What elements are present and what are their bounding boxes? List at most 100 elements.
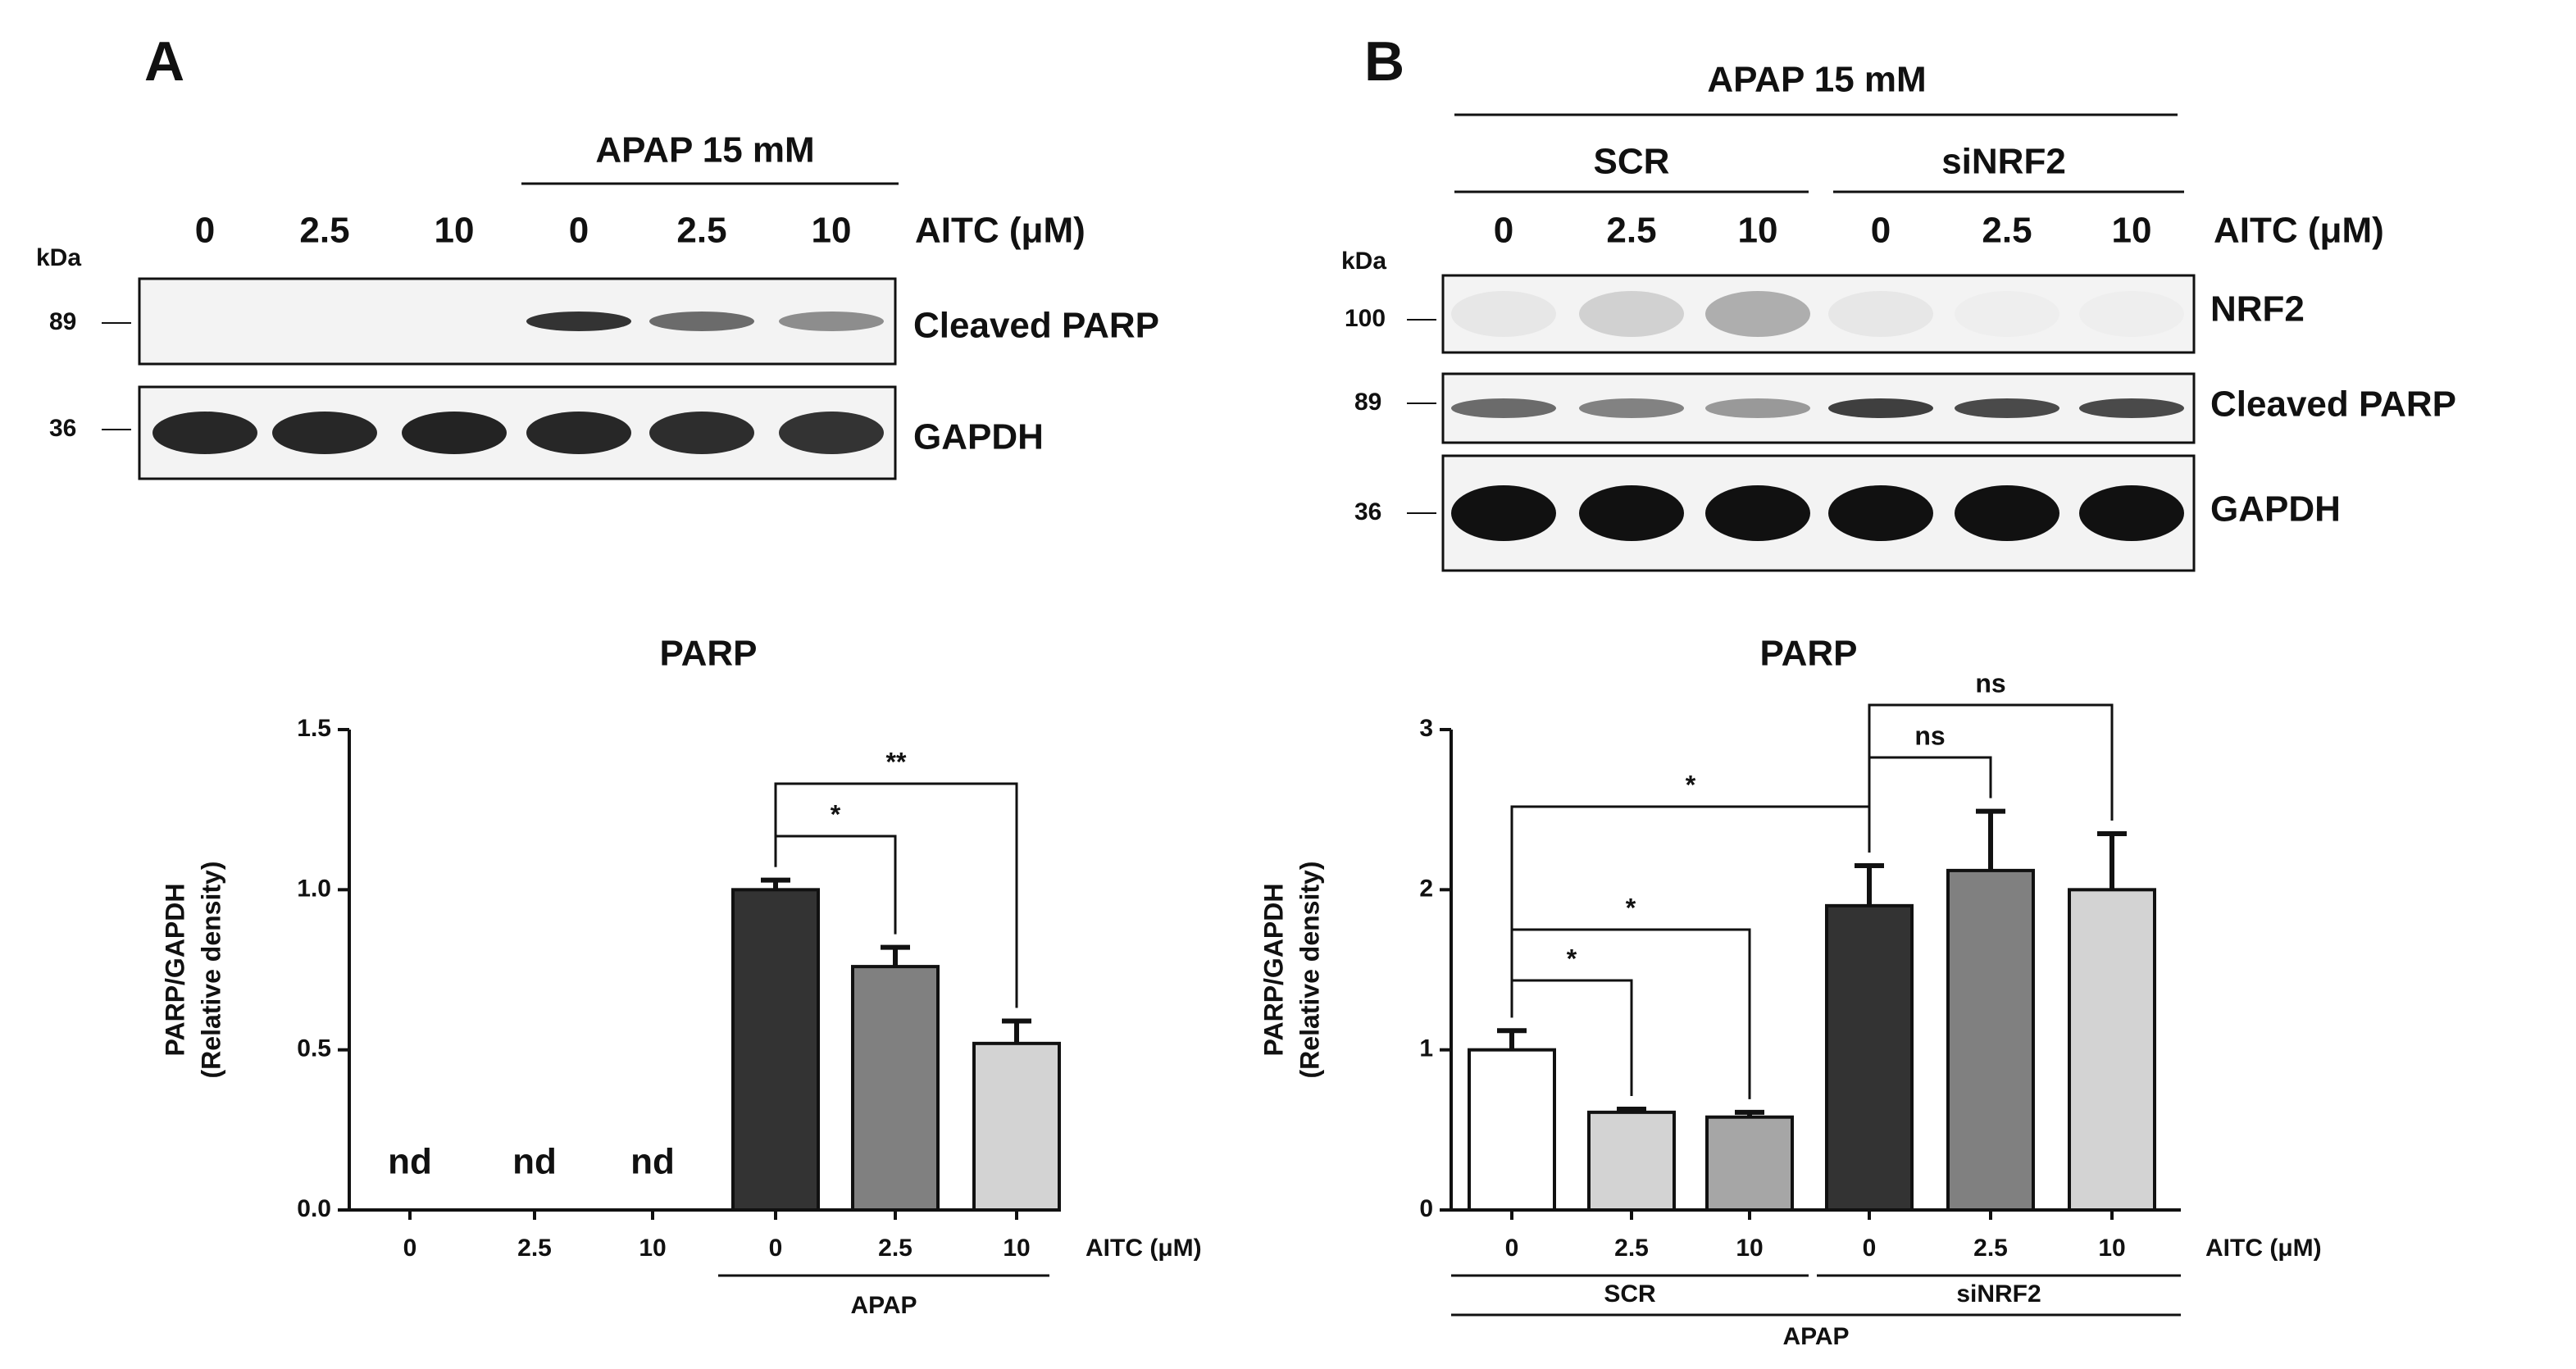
y-tick-label: 1.0 [297,875,331,902]
value-label: nd [630,1142,675,1182]
error-bar [1002,1018,1031,1044]
x-tick-label: 2.5 [517,1235,552,1262]
marker: 36 [1354,498,1381,525]
band [1451,485,1556,541]
significance-label: * [1567,944,1577,973]
lane-axis: AITC (μM) [915,211,1085,251]
group-label: APAP [1782,1323,1849,1350]
band [2079,398,2184,418]
error-bar [1497,1028,1527,1050]
group-label: SCR [1604,1280,1656,1308]
kda-label: kDa [36,244,81,271]
blot-label: GAPDH [913,417,1044,457]
band [1955,485,2059,541]
value-label: nd [512,1142,557,1182]
y-axis-label: PARP/GAPDH [160,884,189,1057]
lane-label: 0 [1494,211,1513,251]
blot-box [138,277,897,366]
group-label: siNRF2 [1956,1280,2041,1308]
blot-box [1441,372,2196,444]
y-tick-label: 3 [1419,715,1433,742]
error-bar [1855,863,1884,906]
lane-axis: AITC (μM) [2214,211,2384,251]
lane-label: 0 [569,211,589,251]
treatment-label: APAP 15 mM [1707,60,1926,100]
significance-label: ** [886,747,907,776]
x-tick-label: 2.5 [1614,1235,1649,1262]
blot-box [1441,454,2196,572]
x-unit-label: AITC (μM) [1085,1235,1202,1262]
y-tick-label: 0.0 [297,1195,331,1222]
band [2079,485,2184,541]
band [1579,398,1684,418]
bar [1705,1115,1794,1212]
blot-box [1441,274,2196,354]
blot-box [138,385,897,480]
x-tick-label: 10 [1003,1235,1030,1262]
y-tick-label: 0.5 [297,1035,331,1062]
band [1579,291,1684,337]
lane-label: 2.5 [676,211,726,251]
x-unit-label: AITC (μM) [2205,1235,2322,1262]
lane-label: 2.5 [299,211,349,251]
y-axis-label: PARP/GAPDH [1258,884,1288,1057]
lane-label: 10 [1738,211,1778,251]
error-bar [1976,808,2005,871]
band [1451,398,1556,418]
significance-label: ns [1975,668,2005,698]
x-tick-label: 0 [403,1235,417,1262]
x-tick-label: 10 [1736,1235,1763,1262]
band [272,412,377,454]
band [1705,291,1810,337]
bar [2068,888,2156,1212]
error-bar [2097,830,2127,890]
band [1705,398,1810,418]
lane-label: 10 [812,211,852,251]
band [1579,485,1684,541]
panel-label: B [1364,30,1404,93]
x-tick-label: 10 [639,1235,666,1262]
blot-label: Cleaved PARP [2210,384,2456,425]
marker: 100 [1345,305,1386,332]
band [1705,485,1810,541]
bar [1825,903,1914,1212]
significance-bracket [1868,703,2114,853]
y-tick-label: 1.5 [297,715,331,742]
significance-label: ns [1914,721,1945,750]
band [779,312,884,331]
x-tick-label: 10 [2098,1235,2125,1262]
error-bar [1735,1109,1764,1117]
significance-label: * [1686,770,1696,799]
y-tick-label: 1 [1419,1035,1433,1062]
lane-label: 0 [195,211,215,251]
significance-bracket [1510,805,1871,1018]
panel-label: A [144,30,184,93]
lane-label: 10 [2112,211,2152,251]
band [402,412,507,454]
group-label: APAP [850,1292,917,1319]
band [526,412,631,454]
lane-label: 10 [435,211,475,251]
band [1451,291,1556,337]
band [1828,485,1933,541]
lane-label: 2.5 [1606,211,1656,251]
band [1955,398,2059,418]
y-tick-label: 0 [1419,1195,1433,1222]
blot-label: Cleaved PARP [913,306,1159,346]
marker: 36 [49,415,76,442]
band [649,412,754,454]
treatment-label: APAP 15 mM [595,130,814,171]
group-label: siNRF2 [1941,142,2066,182]
bar [1468,1048,1556,1212]
band [2079,291,2184,337]
x-tick-label: 2.5 [1973,1235,2008,1262]
significance-label: * [1626,893,1636,922]
value-label: nd [388,1142,432,1182]
group-label: SCR [1594,142,1670,182]
kda-label: kDa [1341,248,1386,275]
bar [1587,1110,1676,1212]
lane-label: 2.5 [1982,211,2032,251]
band [779,412,884,454]
error-bar [881,944,910,967]
